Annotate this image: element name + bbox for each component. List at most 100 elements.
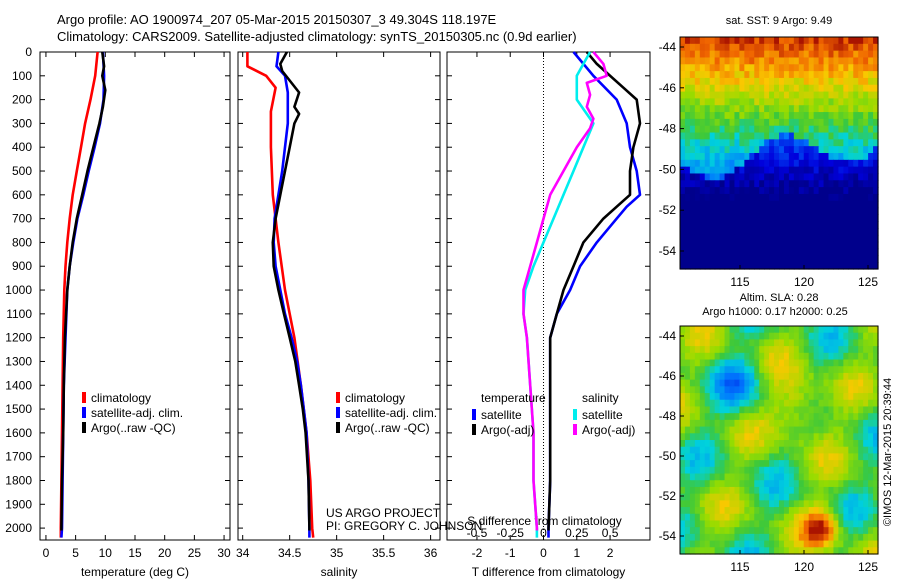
- map-cell: [838, 346, 844, 354]
- map-cell: [818, 255, 825, 263]
- map-cell: [793, 359, 800, 367]
- map-cell: [734, 379, 740, 387]
- map-cell: [749, 413, 755, 421]
- map-cell: [769, 200, 775, 209]
- map-cell: [818, 533, 825, 542]
- map-cell: [803, 173, 810, 181]
- map-cell: [739, 200, 745, 209]
- map-cell: [863, 228, 869, 236]
- map-cell: [709, 332, 716, 341]
- map-cell: [863, 346, 869, 354]
- map-cell: [734, 43, 740, 52]
- map-cell: [873, 207, 879, 216]
- map-cell: [694, 125, 701, 134]
- map-cell: [769, 419, 775, 428]
- map-cell: [858, 207, 864, 216]
- map-cell: [818, 37, 825, 45]
- y-tick-label: 1800: [5, 473, 32, 487]
- sst-map-frame: [679, 36, 879, 270]
- map-cell: [793, 125, 800, 134]
- map-cell: [709, 393, 716, 401]
- map-cell: [823, 64, 830, 72]
- map-cell: [779, 228, 785, 236]
- map-cell: [724, 248, 731, 256]
- map-cell: [873, 228, 879, 236]
- map-cell: [704, 77, 711, 86]
- map-cell: [823, 386, 830, 394]
- map-cell: [699, 43, 706, 52]
- map-cell: [853, 366, 859, 374]
- y-tick-label: 1700: [5, 450, 32, 464]
- map-cell: [853, 105, 859, 113]
- map-cell: [684, 125, 691, 134]
- map-cell: [843, 166, 849, 175]
- map-cell: [699, 359, 706, 367]
- map-cell: [788, 527, 795, 535]
- map-cell: [769, 379, 775, 387]
- map-cell: [779, 255, 785, 263]
- map-cell: [779, 352, 785, 361]
- map-cell: [873, 540, 879, 548]
- map-cell: [754, 37, 760, 45]
- map-cell: [749, 84, 755, 93]
- y-tick-label: 1200: [5, 331, 32, 345]
- map-cell: [863, 520, 869, 528]
- map-cell: [858, 493, 864, 501]
- map-cell: [798, 91, 805, 100]
- map-cell: [873, 453, 879, 461]
- map-cell: [808, 139, 815, 147]
- map-cell: [764, 473, 770, 481]
- map-cell: [868, 166, 874, 175]
- map-cell: [818, 413, 825, 421]
- map-cell: [838, 339, 844, 347]
- map-cell: [774, 513, 780, 522]
- map-cell: [734, 125, 740, 134]
- map-cell: [848, 193, 854, 202]
- map-cell: [838, 50, 844, 59]
- map-cell: [769, 540, 775, 548]
- figure-title-line1: Argo profile: AO 1900974_207 05-Mar-2015…: [57, 12, 497, 27]
- map-cell: [684, 159, 691, 168]
- map-cell: [833, 386, 839, 394]
- map-cell: [868, 118, 874, 127]
- map-cell: [689, 112, 696, 120]
- legend-swatch: [82, 392, 86, 403]
- map-cell: [833, 262, 839, 270]
- map-cell: [769, 241, 775, 250]
- map-cell: [759, 153, 765, 161]
- map-cell: [788, 540, 795, 548]
- map-cell: [813, 214, 820, 222]
- map-cell: [808, 386, 815, 394]
- map-cell: [788, 228, 795, 236]
- map-cell: [759, 187, 765, 195]
- map-cell: [774, 486, 780, 495]
- map-cell: [848, 527, 854, 535]
- map-cell: [863, 214, 869, 222]
- map-cell: [680, 77, 686, 86]
- map-cell: [783, 393, 790, 401]
- map-cell: [774, 105, 780, 113]
- map-cell: [783, 339, 790, 347]
- map-cell: [813, 419, 820, 428]
- map-y-tick-label: -46: [659, 81, 677, 95]
- map-cell: [858, 125, 864, 134]
- map-cell: [853, 200, 859, 209]
- map-cell: [823, 84, 830, 93]
- map-cell: [699, 372, 706, 381]
- map-cell: [868, 446, 874, 455]
- map-cell: [744, 159, 750, 168]
- map-cell: [704, 71, 711, 79]
- map-cell: [813, 507, 820, 515]
- map-cell: [714, 332, 721, 341]
- map-cell: [680, 71, 686, 79]
- map-cell: [793, 173, 800, 181]
- map-cell: [873, 105, 879, 113]
- map-cell: [724, 43, 731, 52]
- map-cell: [808, 547, 815, 555]
- map-cell: [843, 493, 849, 501]
- map-cell: [689, 386, 696, 394]
- map-cell: [744, 146, 750, 154]
- map-cell: [749, 346, 755, 354]
- map-cell: [704, 520, 711, 528]
- map-cell: [689, 64, 696, 72]
